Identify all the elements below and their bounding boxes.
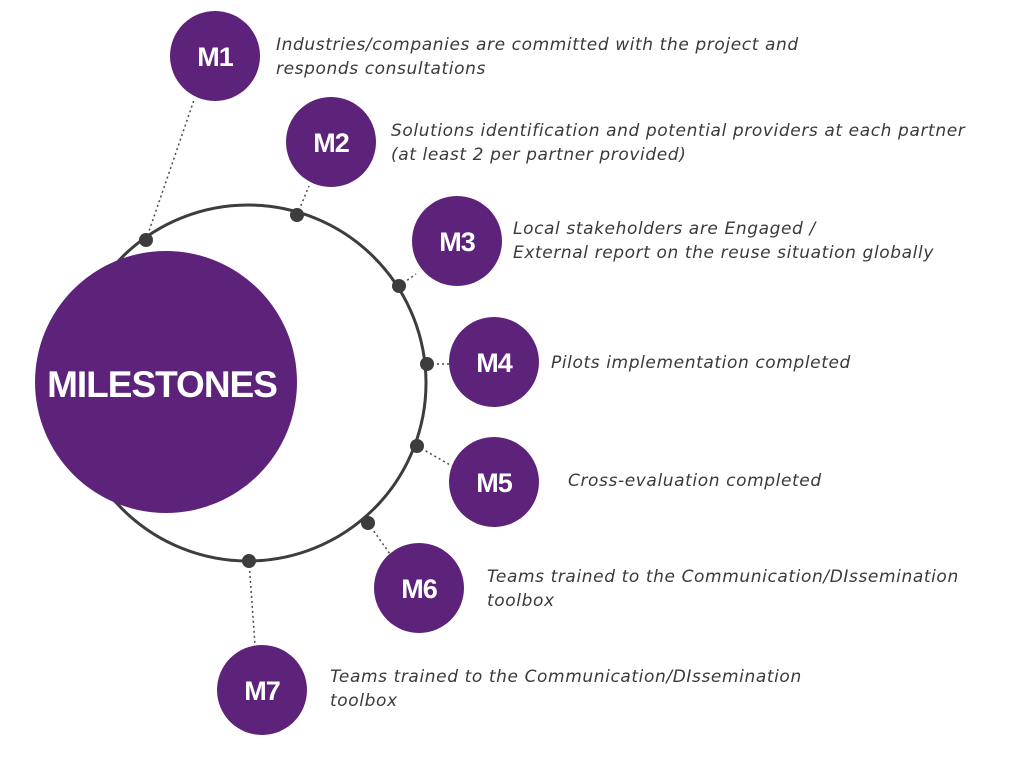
milestone-m2: M2 Solutions identification and potential… <box>286 97 966 187</box>
m6-node-circle <box>374 543 464 633</box>
m6-description-line: Teams trained to the Communication/DIsse… <box>487 567 959 587</box>
m2-label: M2 <box>313 128 349 158</box>
m4-ring-dot <box>420 357 434 371</box>
center-label: MILESTONES <box>47 364 277 405</box>
m1-connector <box>145 99 195 241</box>
m6-ring-dot <box>361 516 375 530</box>
m4-label: M4 <box>476 348 512 378</box>
m5-label: M5 <box>476 468 512 498</box>
m3-label: M3 <box>439 227 475 257</box>
m3-connector <box>398 273 417 287</box>
m6-label: M6 <box>401 574 437 604</box>
milestone-node-layer: M1 Industries/companies are committed wit… <box>170 11 966 735</box>
milestone-m4: M4 Pilots implementation completed <box>449 317 851 407</box>
m7-description-line: toolbox <box>330 691 398 711</box>
milestone-m5: M5 Cross-evaluation completed <box>449 437 822 527</box>
m7-node-circle <box>217 645 307 735</box>
m3-node-circle <box>412 196 502 286</box>
m1-description-line: responds consultations <box>276 59 486 79</box>
m7-ring-dot <box>242 554 256 568</box>
m2-description-line: (at least 2 per partner provided) <box>391 145 686 165</box>
milestone-m1: M1 Industries/companies are committed wit… <box>170 11 799 101</box>
m2-description-line: Solutions identification and potential p… <box>391 121 966 141</box>
m5-node-circle <box>449 437 539 527</box>
ring-dot-layer <box>139 208 434 568</box>
milestone-m7: M7 Teams trained to the Communication/DIs… <box>217 645 802 735</box>
m5-ring-dot <box>410 439 424 453</box>
m3-description-line: External report on the reuse situation g… <box>513 243 934 263</box>
m1-ring-dot <box>139 233 153 247</box>
m4-node-circle <box>449 317 539 407</box>
m3-ring-dot <box>392 279 406 293</box>
m4-description-line: Pilots implementation completed <box>551 353 851 373</box>
m1-description-line: Industries/companies are committed with … <box>276 35 799 55</box>
m5-description-line: Cross-evaluation completed <box>568 471 822 491</box>
m7-connector <box>248 560 256 646</box>
m1-node-circle <box>170 11 260 101</box>
milestone-m3: M3 Local stakeholders are Engaged / Extern… <box>412 196 934 286</box>
m1-label: M1 <box>197 42 233 72</box>
m2-ring-dot <box>290 208 304 222</box>
m7-label: M7 <box>244 676 280 706</box>
m3-description-line: Local stakeholders are Engaged / <box>513 219 817 239</box>
m2-node-circle <box>286 97 376 187</box>
center-circle <box>35 251 297 513</box>
m6-description-line: toolbox <box>487 591 555 611</box>
milestone-m6: M6 Teams trained to the Communication/DIs… <box>374 543 959 633</box>
m7-description-line: Teams trained to the Communication/DIsse… <box>330 667 802 687</box>
